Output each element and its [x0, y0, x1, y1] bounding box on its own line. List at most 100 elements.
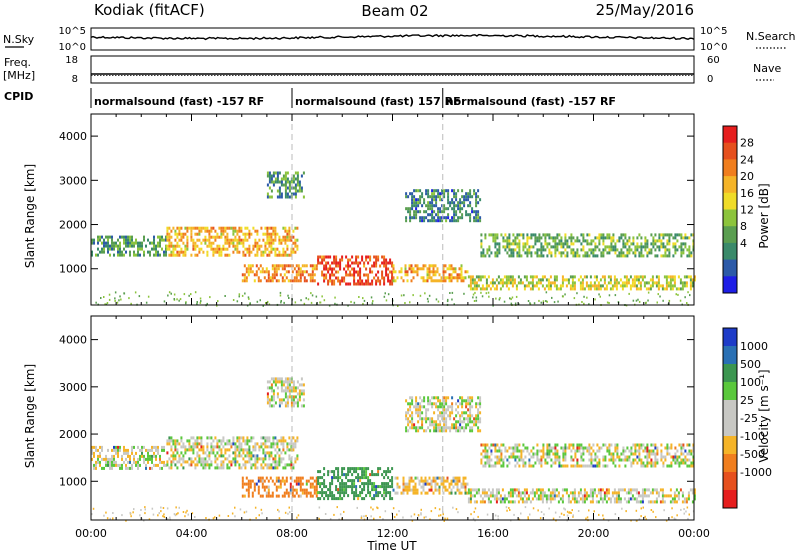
echo-pixel: [341, 488, 344, 492]
echo-pixel: [455, 210, 458, 214]
echo-pixel: [266, 401, 269, 405]
echo-pixel: [394, 476, 397, 480]
echo-pixel: [296, 189, 299, 193]
echo-pixel: [317, 479, 320, 483]
echo-pixel: [385, 473, 388, 477]
echo-pixel: [600, 233, 603, 237]
echo-pixel: [446, 479, 449, 483]
echo-pixel: [676, 458, 679, 462]
echo-pixel: [626, 458, 629, 462]
echo-pixel: [228, 241, 231, 245]
echo-pixel: [415, 201, 418, 205]
noise-pixel: [393, 516, 396, 518]
echo-pixel: [261, 494, 264, 498]
echo-pixel: [238, 238, 241, 242]
echo-pixel: [250, 439, 253, 443]
echo-pixel: [457, 189, 460, 193]
echo-pixel: [406, 482, 409, 486]
echo-pixel: [264, 442, 267, 446]
echo-pixel: [327, 279, 330, 283]
echo-pixel: [115, 445, 117, 449]
echo-pixel: [543, 287, 546, 291]
echo-pixel: [266, 195, 269, 199]
noise-pixel: [130, 302, 132, 305]
echo-pixel: [365, 482, 368, 486]
echo-pixel: [610, 236, 613, 240]
echo-pixel: [545, 500, 548, 504]
echo-pixel: [592, 239, 595, 243]
echo-pixel: [268, 436, 271, 440]
echo-pixel: [345, 264, 348, 268]
echo-pixel: [381, 255, 384, 259]
echo-pixel: [240, 448, 243, 452]
echo-pixel: [585, 284, 588, 288]
echo-pixel: [514, 236, 517, 240]
echo-pixel: [296, 401, 299, 405]
echo-pixel: [286, 186, 289, 190]
echo-pixel: [389, 470, 392, 474]
echo-pixel: [457, 405, 460, 409]
echo-pixel: [341, 479, 344, 483]
echo-pixel: [419, 411, 422, 415]
echo-pixel: [521, 491, 524, 495]
echo-pixel: [184, 445, 187, 449]
echo-pixel: [452, 476, 455, 480]
echo-pixel: [471, 275, 474, 279]
echo-pixel: [580, 446, 583, 450]
echo-pixel: [240, 226, 243, 230]
echo-pixel: [109, 235, 111, 239]
echo-pixel: [222, 463, 225, 467]
echo-pixel: [616, 443, 619, 447]
echo-pixel: [463, 399, 466, 403]
echo-pixel: [652, 245, 655, 249]
colorbar-cell: [723, 436, 737, 455]
echo-pixel: [437, 192, 440, 196]
echo-pixel: [617, 488, 620, 492]
echo-pixel: [286, 177, 289, 181]
echo-pixel: [583, 497, 586, 501]
echo-pixel: [323, 273, 326, 277]
echo-pixel: [299, 476, 302, 480]
echo-pixel: [490, 458, 493, 462]
echo-pixel: [387, 267, 390, 271]
echo-pixel: [198, 457, 201, 461]
echo-pixel: [196, 232, 199, 236]
noise-pixel: [376, 506, 378, 509]
echo-pixel: [178, 253, 181, 257]
echo-pixel: [623, 284, 626, 288]
echo-pixel: [604, 236, 607, 240]
echo-pixel: [392, 270, 395, 274]
echo-pixel: [560, 464, 563, 468]
echo-pixel: [274, 436, 277, 440]
echo-pixel: [595, 278, 598, 282]
echo-pixel: [300, 392, 303, 396]
echo-pixel: [639, 284, 642, 288]
echo-pixel: [451, 189, 454, 193]
noise-pixel: [132, 511, 134, 514]
echo-pixel: [514, 449, 517, 453]
echo-pixel: [256, 457, 259, 461]
echo-pixel: [628, 239, 631, 243]
echo-pixel: [359, 261, 362, 265]
echo-pixel: [466, 270, 469, 274]
echo-pixel: [439, 411, 442, 415]
echo-pixel: [139, 241, 141, 245]
echo-pixel: [294, 171, 297, 175]
y-tick-label: 4000: [59, 334, 87, 347]
echo-pixel: [288, 235, 291, 239]
echo-pixel: [690, 449, 693, 453]
echo-pixel: [180, 247, 183, 251]
echo-pixel: [129, 235, 131, 239]
echo-pixel: [415, 207, 418, 211]
noise-pixel: [429, 518, 431, 521]
echo-pixel: [457, 219, 460, 223]
echo-pixel: [477, 195, 480, 199]
echo-pixel: [329, 264, 332, 268]
echo-pixel: [517, 494, 520, 498]
echo-pixel: [119, 466, 121, 470]
echo-pixel: [508, 254, 511, 258]
echo-pixel: [666, 449, 669, 453]
echo-pixel: [417, 408, 420, 412]
echo-pixel: [174, 442, 177, 446]
echo-pixel: [391, 270, 394, 274]
